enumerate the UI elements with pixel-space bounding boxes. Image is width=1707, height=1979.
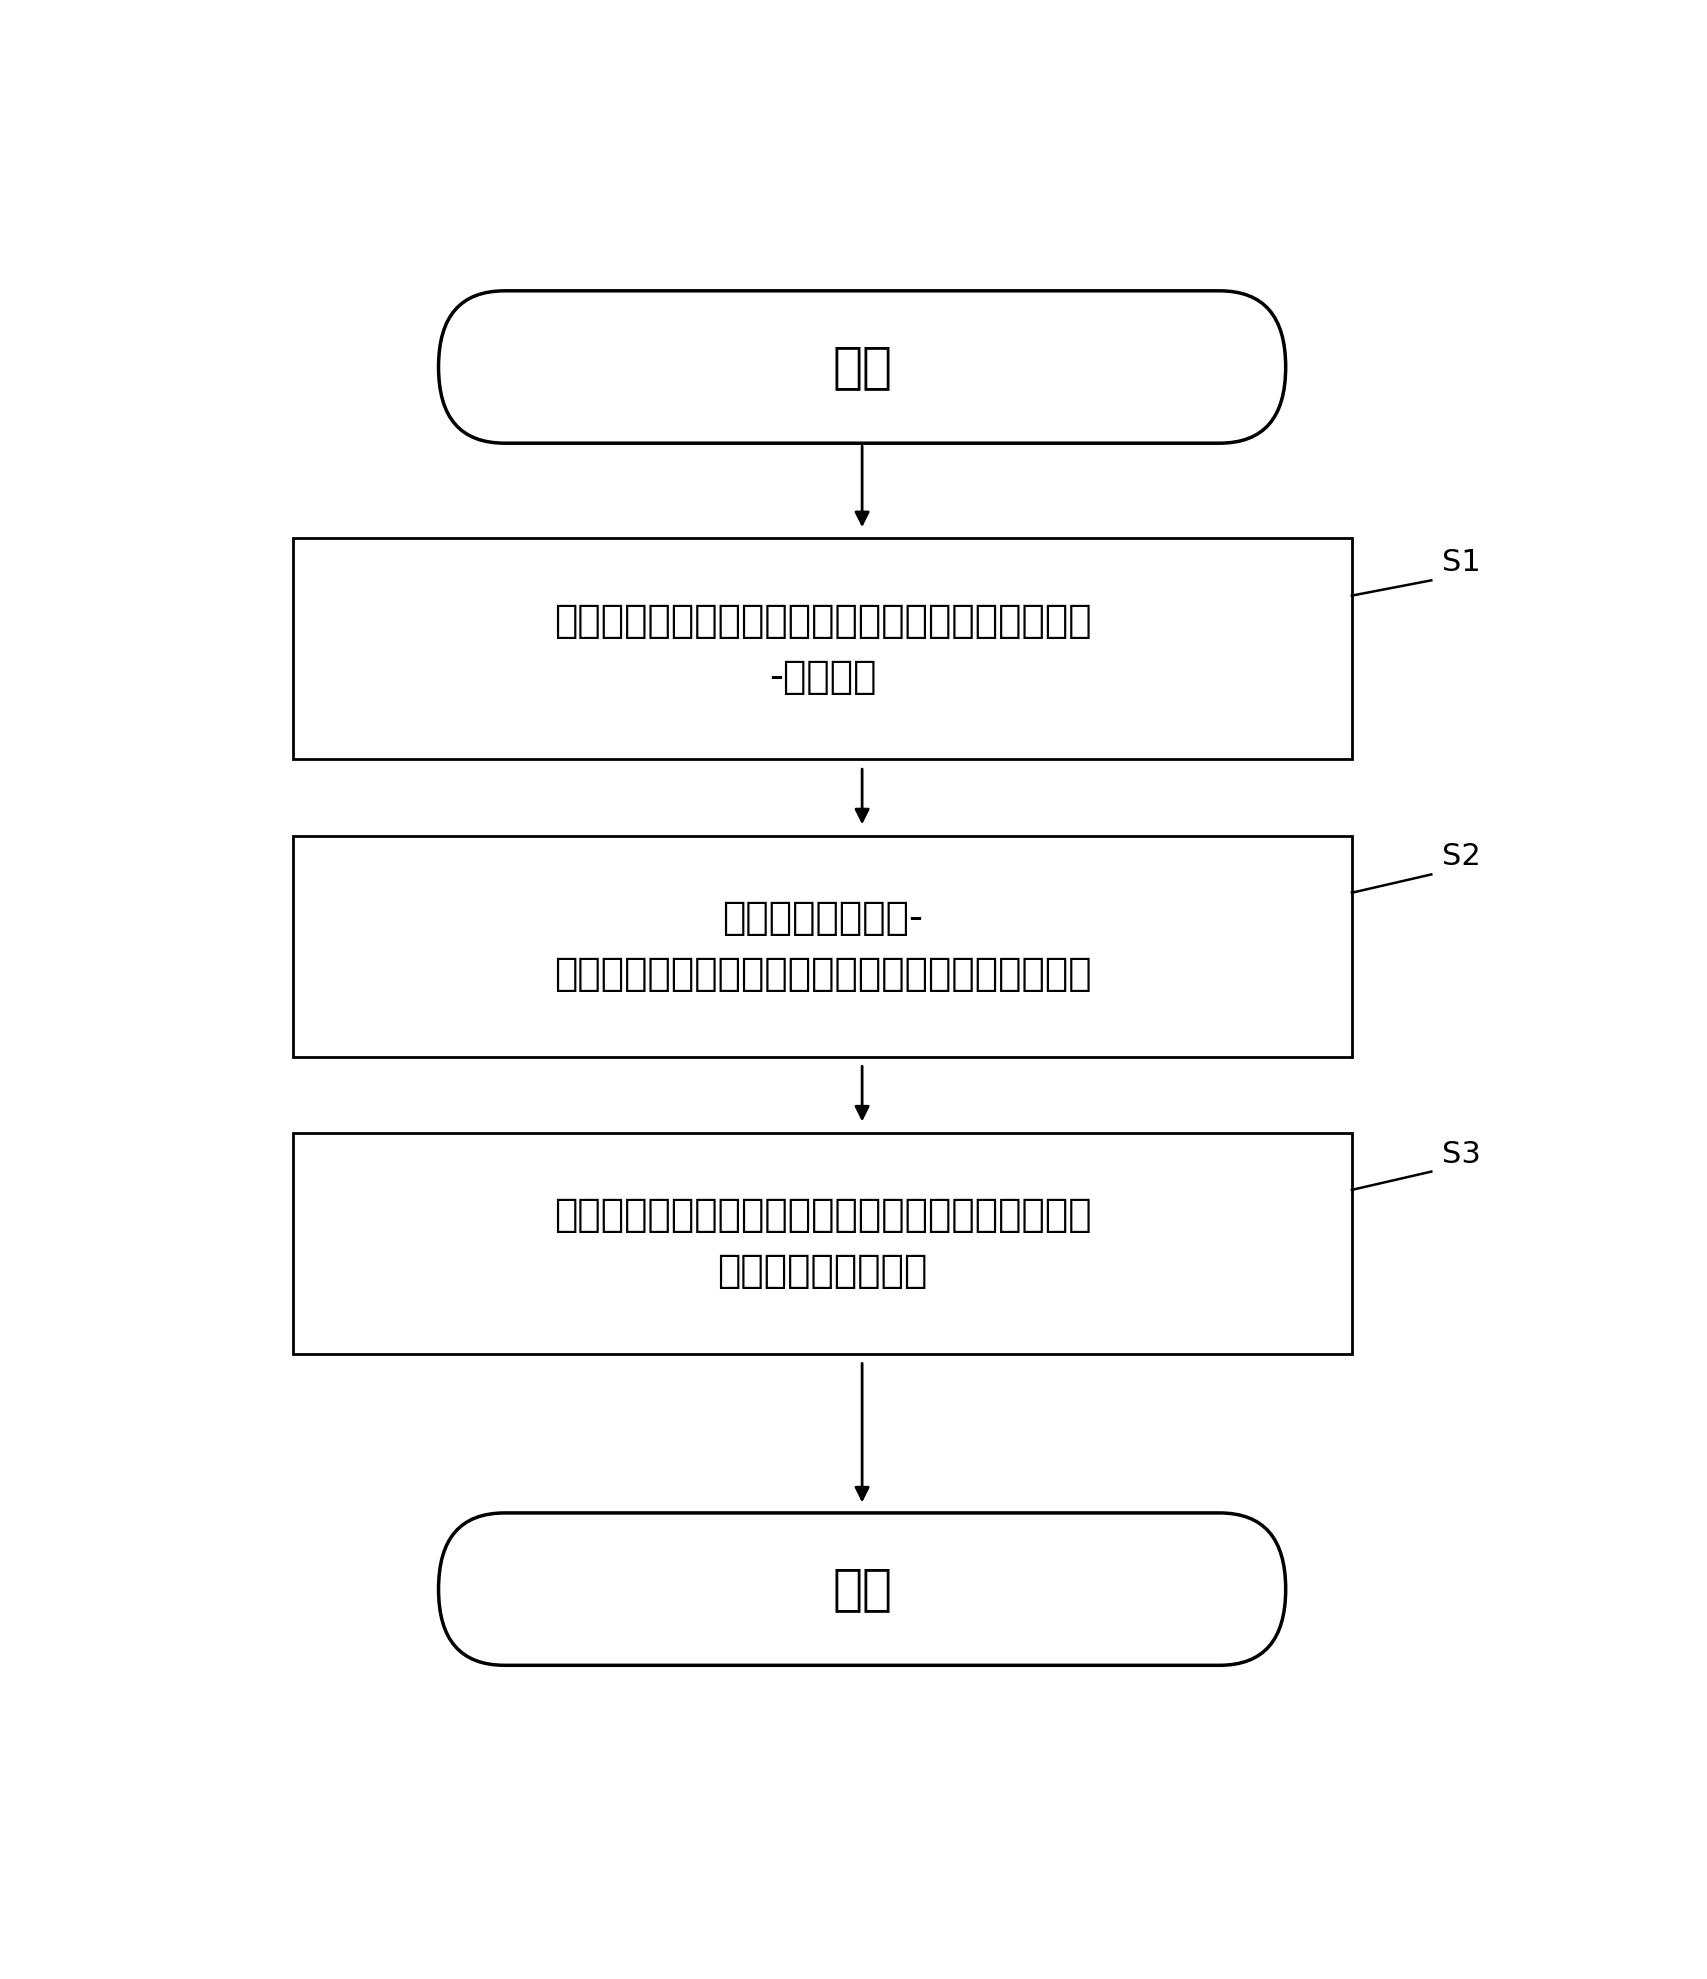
Text: 开始: 开始 (831, 342, 891, 392)
Bar (294, 538, 1352, 760)
Text: 根据施工周边环境构建施工作业活动的安全风险时间
-空间模型: 根据施工周边环境构建施工作业活动的安全风险时间 -空间模型 (553, 602, 1091, 697)
Text: S3: S3 (1441, 1140, 1480, 1168)
Text: S2: S2 (1441, 843, 1480, 871)
Bar (294, 1132, 1352, 1354)
Text: S1: S1 (1441, 548, 1480, 578)
FancyBboxPatch shape (439, 291, 1285, 443)
Text: 结束: 结束 (831, 1565, 891, 1613)
Text: 根据安全风险时间-
空间模型构建施工安全隐患排查的施工安全虚拟场景: 根据安全风险时间- 空间模型构建施工安全隐患排查的施工安全虚拟场景 (553, 898, 1091, 993)
Text: 根据施工安全虚拟场景进行安全隐患排查，得到施工
安全隐患排查的成果: 根据施工安全虚拟场景进行安全隐患排查，得到施工 安全隐患排查的成果 (553, 1195, 1091, 1290)
Bar (294, 835, 1352, 1057)
FancyBboxPatch shape (439, 1512, 1285, 1664)
